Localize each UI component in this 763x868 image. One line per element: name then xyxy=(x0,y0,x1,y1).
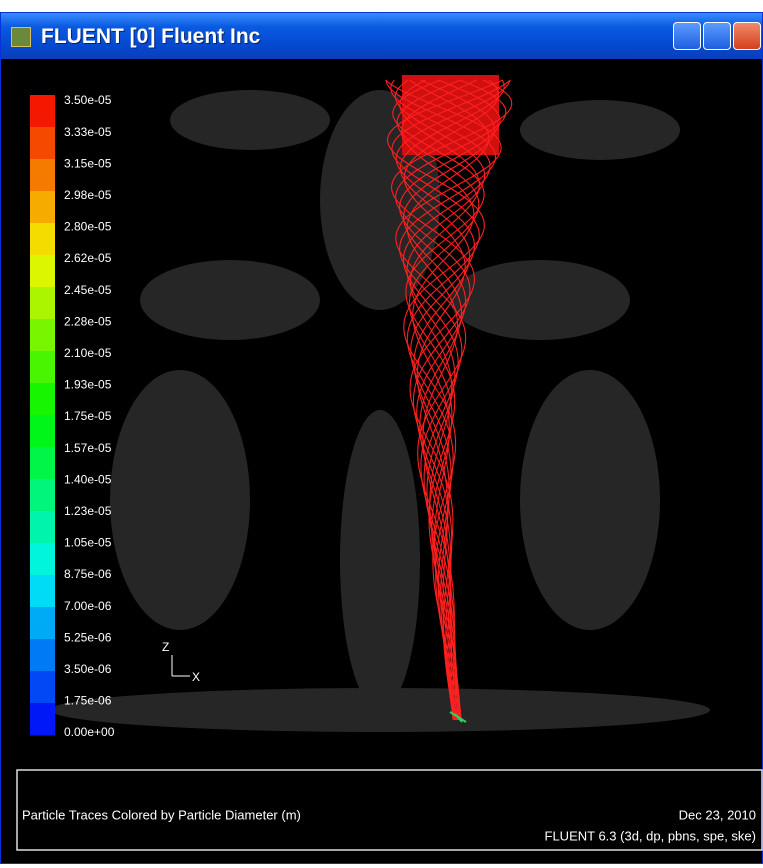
footer-version: FLUENT 6.3 (3d, dp, pbns, spe, ske) xyxy=(545,828,756,843)
colorbar-label: 3.50e-05 xyxy=(64,93,112,107)
background-pattern xyxy=(50,90,710,732)
colorbar-label: 0.00e+00 xyxy=(64,725,115,739)
colorbar-label: 1.93e-05 xyxy=(64,378,112,392)
colorbar-swatch xyxy=(30,287,55,320)
colorbar-swatch xyxy=(30,191,55,224)
colorbar-swatch xyxy=(30,383,55,416)
colorbar-label: 5.25e-06 xyxy=(64,630,112,644)
colorbar-swatch xyxy=(30,639,55,672)
colorbar-label: 2.45e-05 xyxy=(64,283,112,297)
colorbar-label: 1.23e-05 xyxy=(64,504,112,518)
axis-label-z: Z xyxy=(162,640,169,654)
colorbar-label: 1.05e-05 xyxy=(64,536,112,550)
colorbar-swatch xyxy=(30,95,55,128)
colorbar-label: 8.75e-06 xyxy=(64,567,112,581)
colorbar-swatch xyxy=(30,319,55,352)
footer-date: Dec 23, 2010 xyxy=(679,807,756,822)
colorbar-swatch xyxy=(30,127,55,160)
colorbar-swatch xyxy=(30,543,55,576)
colorbar-label: 7.00e-06 xyxy=(64,599,112,613)
colorbar-label: 2.62e-05 xyxy=(64,251,112,265)
graphics-view: 3.50e-05 3.33e-05 3.15e-05 2.98e-05 2.80e-05… xyxy=(0,0,763,868)
colorbar-swatch xyxy=(30,671,55,704)
colorbar-label: 3.15e-05 xyxy=(64,156,112,170)
colorbar-label: 2.28e-05 xyxy=(64,314,112,328)
colorbar-swatch xyxy=(30,415,55,448)
colorbar-label: 1.40e-05 xyxy=(64,472,112,486)
colorbar-swatch xyxy=(30,607,55,640)
colorbar-swatch xyxy=(30,255,55,288)
colorbar-label: 1.57e-05 xyxy=(64,441,112,455)
colorbar-label: 3.33e-05 xyxy=(64,125,112,139)
colorbar-swatch xyxy=(30,447,55,480)
axis-label-x: X xyxy=(192,670,200,684)
colorbar-label: 1.75e-05 xyxy=(64,409,112,423)
colorbar-label: 2.98e-05 xyxy=(64,188,112,202)
colorbar-swatch xyxy=(30,479,55,512)
colorbar-swatch xyxy=(30,511,55,544)
colorbar-label: 2.80e-05 xyxy=(64,220,112,234)
colorbar-swatch xyxy=(30,223,55,256)
colorbar: 3.50e-05 3.33e-05 3.15e-05 2.98e-05 2.80e-05… xyxy=(30,93,115,739)
colorbar-swatch xyxy=(30,703,55,736)
page: {"window": {"title": "FLUENT [0] Fluent … xyxy=(0,0,763,868)
colorbar-swatch xyxy=(30,351,55,384)
colorbar-label: 1.75e-06 xyxy=(64,694,112,708)
colorbar-swatch xyxy=(30,159,55,192)
footer-description: Particle Traces Colored by Particle Diam… xyxy=(22,807,301,822)
axis-triad xyxy=(172,655,190,676)
colorbar-label: 2.10e-05 xyxy=(64,346,112,360)
colorbar-swatch xyxy=(30,575,55,608)
colorbar-label: 3.50e-06 xyxy=(64,662,112,676)
